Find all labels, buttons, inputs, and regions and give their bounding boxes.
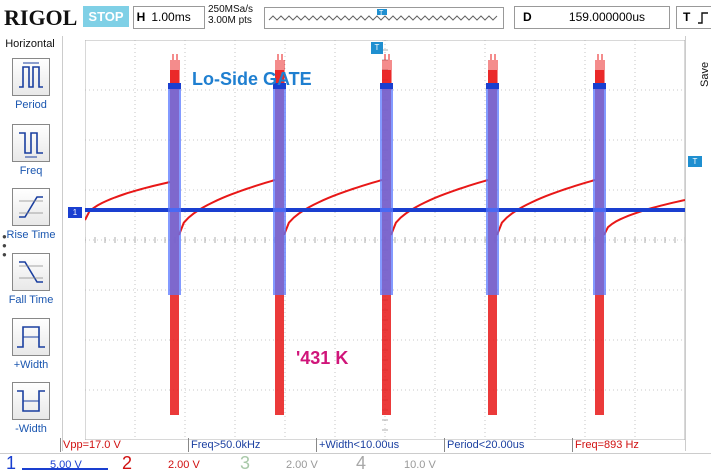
ch1-trace [85,83,685,295]
channel-2-status[interactable]: 2 2.00 V [118,453,230,476]
horizontal-measure-menu: Horizontal Period Freq ● ● ● Rise Time Fal… [0,36,63,451]
ch1-gate-pulse-top [380,83,393,89]
ch1-gate-pulse [486,85,499,295]
menu-item-label: -Width [15,423,47,435]
save-label[interactable]: Save [699,61,711,87]
menu-title: Horizontal [5,38,55,50]
channel-3-status[interactable]: 3 2.00 V [236,453,348,476]
annotation-lo-side-gate: Lo-Side GATE [192,69,312,89]
measurement-bar: Vpp=17.0 V Freq>50.0kHz +Width<10.00us P… [60,438,711,452]
delay-value: 159.000000us [568,10,645,24]
ch1-level-marker[interactable]: 1 [68,207,82,218]
trigger-box[interactable]: T [676,6,711,29]
channel-scale: 10.0 V [404,459,436,471]
rise-time-icon [12,188,50,226]
brand-logo: RIGOL [4,5,78,30]
timebase-label: H [136,10,146,24]
menu-item-label: Fall Time [8,294,54,306]
ch1-gate-pulse-top [486,83,499,89]
ch2-ramp-segment [84,181,171,221]
channel-4-status[interactable]: 4 10.0 V [354,453,466,476]
more-indicator: ● ● ● [2,232,7,259]
ch1-gate-pulse-top [593,83,606,89]
menu-item-pos-width[interactable]: +Width [0,318,62,371]
overview-trigger-marker: T [379,10,384,17]
annotation-431k: '431 K [296,348,349,368]
ch2-ramp-segment [178,179,276,236]
channel-number: 3 [240,453,251,473]
menu-item-label: Rise Time [6,229,56,241]
trigger-edge-icon [698,12,708,24]
ch1-gate-pulse [273,85,286,295]
memory-depth: 3.00M pts [208,15,252,26]
measurement-freq-ch1[interactable]: Freq>50.0kHz [188,438,260,452]
menu-item-fall-time[interactable]: Fall Time [0,253,62,306]
ch2-ramp-segment [283,179,383,236]
delay-box[interactable]: D 159.000000us [514,6,670,29]
waveform-canvas [84,39,686,441]
menu-item-freq[interactable]: Freq [0,124,62,177]
measurement-period[interactable]: Period<20.00us [444,438,524,452]
ch2-ramp-segment [390,179,489,236]
measurement-vpp[interactable]: Vpp=17.0 V [60,438,121,452]
ch1-gate-pulse [593,85,606,295]
sample-rate: 250MSa/s [208,4,254,15]
measurement-pos-width[interactable]: +Width<10.00us [316,438,399,452]
channel-scale: 2.00 V [168,459,200,471]
channel-scale: 2.00 V [286,459,318,471]
acquisition-info: 250MSa/s 3.00M pts [208,4,253,26]
ch1-gate-pulse-top [273,83,286,89]
channel-number: 2 [122,453,133,473]
channel-status-bar: 1 5.00 V 2 2.00 V 3 2.00 V 4 10.0 V [0,453,711,476]
trigger-position-marker[interactable]: T [371,42,383,54]
measurement-freq-ch2[interactable]: Freq=893 Hz [572,438,639,452]
timebase-box[interactable]: H 1.00ms [133,6,205,29]
trigger-level-marker[interactable]: T [688,156,702,167]
channel-number: 4 [356,453,367,473]
ch1-gate-pulse [380,85,393,295]
right-side-menu: Save T [685,36,711,451]
memory-overview-waveform: T [268,9,498,21]
neg-width-icon [12,382,50,420]
ch1-gate-pulse [168,85,181,295]
memory-overview-strip[interactable]: T [264,7,504,29]
period-icon [12,58,50,96]
channel-1-active-underline [22,468,108,470]
delay-label: D [523,10,532,24]
top-status-bar: RIGOL STOP H 1.00ms 250MSa/s 3.00M pts T… [0,0,711,36]
ch2-ramp-segment [496,179,596,236]
menu-item-neg-width[interactable]: -Width [0,382,62,435]
menu-item-rise-time[interactable]: Rise Time [0,188,62,241]
freq-icon [12,124,50,162]
pos-width-icon [12,318,50,356]
timebase-value: 1.00ms [151,10,191,24]
ch1-gate-pulse-top [168,83,181,89]
menu-item-label: Freq [19,165,43,177]
waveform-display[interactable] [84,39,686,441]
menu-item-label: +Width [13,359,49,371]
run-stop-status[interactable]: STOP [83,6,129,27]
menu-item-label: Period [15,99,47,111]
trigger-label: T [683,10,691,24]
channel-scale: 5.00 V [50,459,82,471]
channel-1-status[interactable]: 1 5.00 V [0,453,112,476]
menu-item-period[interactable]: Period [0,58,62,111]
channel-number: 1 [6,453,17,473]
fall-time-icon [12,253,50,291]
